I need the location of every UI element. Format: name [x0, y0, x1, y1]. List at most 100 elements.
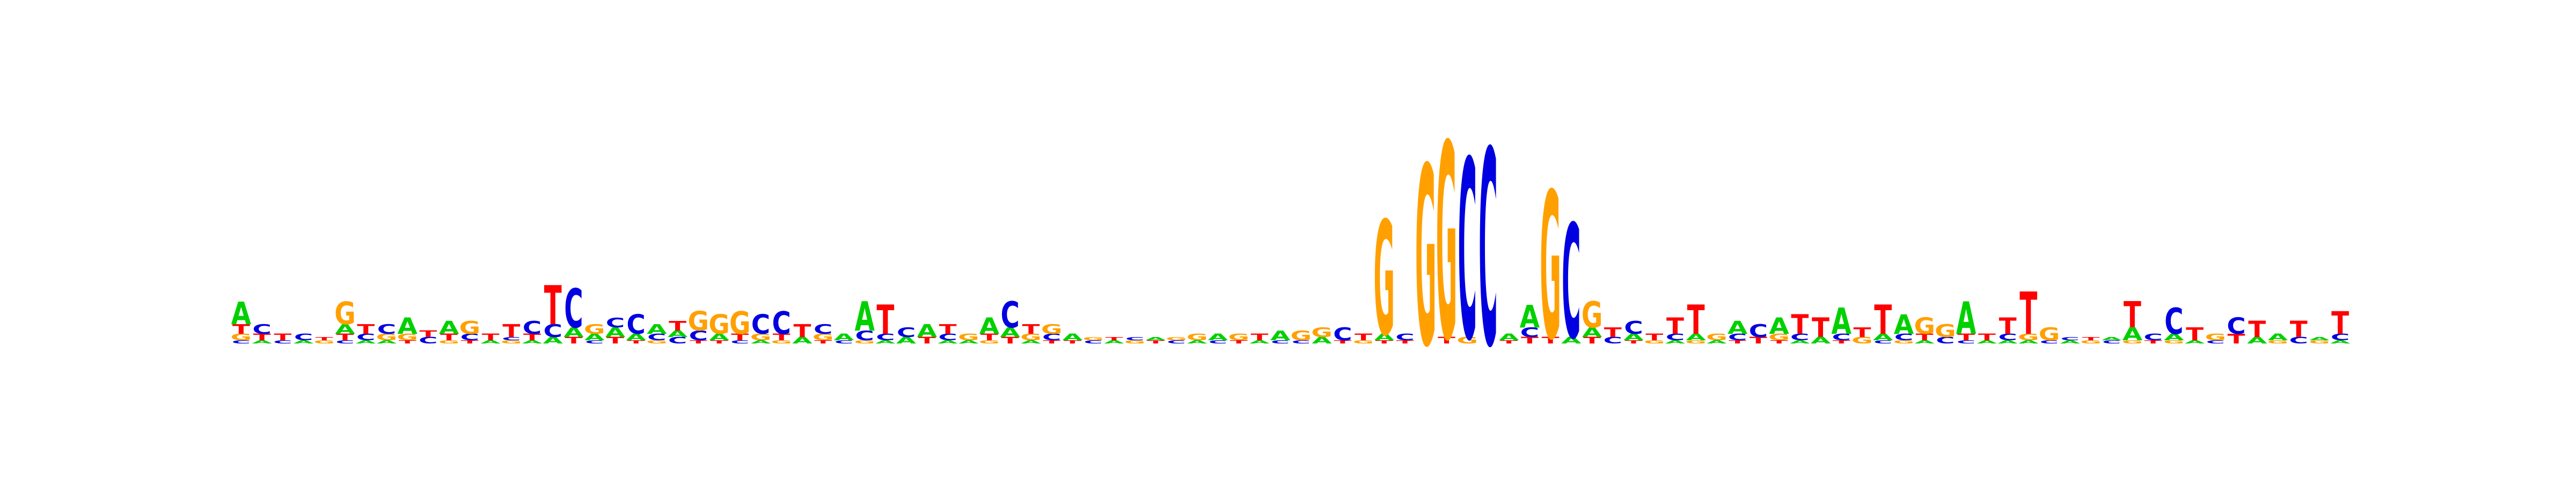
- logo-position-77: AT: [1811, 312, 1831, 346]
- logo-letter-g: G: [1291, 328, 1312, 343]
- logo-letter-a: A: [2060, 340, 2081, 345]
- logo-letter-a: A: [294, 340, 314, 345]
- logo-letter-t: T: [1583, 335, 1601, 346]
- logo-letter-a: A: [1063, 332, 1082, 342]
- logo-letter-a: A: [1914, 340, 1935, 345]
- logo-letter-a: A: [1707, 340, 1727, 345]
- logo-letter-a: A: [439, 317, 459, 338]
- logo-letter-c: C: [1790, 332, 1809, 342]
- logo-letter-a: A: [958, 340, 979, 345]
- logo-letter-t: T: [1604, 325, 1622, 340]
- logo-letter-t: T: [1729, 340, 1746, 345]
- logo-letter-t: T: [793, 320, 811, 341]
- logo-letter-a: A: [1499, 332, 1519, 342]
- logo-letter-a: A: [1561, 335, 1581, 346]
- logo-position-64: TG: [1540, 151, 1561, 385]
- logo-position-65: AC: [1561, 193, 1581, 375]
- logo-position-80: CAT: [1873, 296, 1893, 345]
- logo-position-25: CTG: [729, 305, 751, 345]
- logo-letter-g: G: [1082, 336, 1104, 342]
- logo-letter-t: T: [1396, 340, 1414, 345]
- logo-position-92: GAT: [2122, 294, 2143, 345]
- logo-letter-t: T: [1978, 332, 1996, 342]
- logo-letter-g: G: [1415, 115, 1437, 401]
- logo-position-27: GTC: [771, 305, 792, 345]
- logo-letter-t: T: [1375, 340, 1393, 345]
- logo-letter-a: A: [1520, 298, 1540, 335]
- logo-letter-a: A: [1000, 325, 1021, 340]
- logo-letter-c: C: [1042, 332, 1061, 342]
- logo-letter-g: G: [501, 340, 522, 345]
- logo-position-54: TC: [1333, 324, 1352, 345]
- logo-letter-a: A: [2268, 332, 2288, 342]
- logo-letter-c: C: [564, 277, 583, 340]
- logo-position-68: TAC: [1623, 317, 1643, 345]
- logo-position-37: GTA: [979, 313, 1000, 345]
- logo-letter-g: G: [771, 340, 792, 345]
- logo-letter-c: C: [419, 335, 437, 346]
- logo-position-28: AT: [792, 320, 812, 346]
- logo-letter-a: A: [1956, 293, 1977, 345]
- logo-letter-t: T: [2248, 316, 2266, 342]
- logo-letter-g: G: [750, 332, 772, 342]
- logo-letter-g: G: [688, 305, 709, 337]
- logo-letter-t: T: [274, 332, 291, 342]
- logo-letter-g: G: [1124, 340, 1146, 345]
- logo-letter-g: G: [334, 295, 356, 332]
- logo-position-89: AC: [2060, 336, 2081, 345]
- logo-letter-g: G: [438, 340, 460, 345]
- logo-letter-t: T: [482, 332, 500, 342]
- logo-letter-c: C: [938, 332, 957, 342]
- logo-letter-t: T: [1043, 340, 1060, 345]
- logo-letter-g: G: [2205, 332, 2226, 342]
- logo-letter-c: C: [1209, 340, 1227, 345]
- logo-letter-t: T: [419, 328, 437, 339]
- logo-position-99: GA: [2267, 332, 2289, 345]
- logo-position-70: ACT: [1665, 313, 1686, 345]
- logo-letter-g: G: [1436, 87, 1458, 400]
- logo-letter-a: A: [564, 325, 584, 340]
- logo-letter-t: T: [2186, 324, 2204, 345]
- logo-letter-g: G: [376, 332, 398, 342]
- logo-position-2: ATC: [252, 321, 272, 345]
- logo-letter-g: G: [1373, 189, 1395, 371]
- logo-letter-a: A: [2247, 335, 2267, 346]
- logo-letter-t: T: [1334, 340, 1351, 345]
- logo-position-98: AT: [2247, 316, 2267, 346]
- logo-letter-t: T: [1542, 335, 1560, 346]
- logo-letter-c: C: [814, 321, 832, 337]
- logo-letter-t: T: [440, 332, 458, 342]
- logo-letter-a: A: [1665, 340, 1686, 345]
- logo-position-75: TGA: [1768, 313, 1790, 345]
- logo-letter-a: A: [979, 313, 999, 339]
- logo-letter-a: A: [1582, 325, 1602, 340]
- logo-letter-g: G: [313, 340, 335, 345]
- logo-letter-c: C: [730, 340, 749, 345]
- logo-letter-c: C: [1936, 335, 1955, 346]
- logo-letter-c: C: [273, 340, 292, 345]
- logo-position-78: TCA: [1832, 301, 1851, 345]
- logo-letter-a: A: [1208, 332, 1228, 342]
- logo-position-93: TC: [2143, 332, 2162, 345]
- logo-letter-c: C: [1520, 325, 1539, 340]
- logo-letter-t: T: [232, 321, 251, 337]
- logo-position-88: CG: [2039, 324, 2060, 345]
- logo-position-72: AG: [1706, 332, 1728, 345]
- logo-letter-c: C: [1894, 332, 1913, 342]
- logo-letter-c: C: [1874, 340, 1892, 345]
- logo-letter-t: T: [711, 340, 728, 345]
- logo-letter-t: T: [357, 321, 375, 337]
- logo-letter-a: A: [1873, 332, 1893, 342]
- logo-letter-g: G: [1228, 332, 1249, 342]
- logo-letter-a: A: [1623, 332, 1643, 342]
- logo-letter-c: C: [1333, 324, 1352, 345]
- logo-position-62: TA: [1499, 332, 1519, 345]
- logo-letter-a: A: [2102, 336, 2122, 342]
- logo-letter-t: T: [1064, 340, 1081, 345]
- logo-letter-t: T: [1874, 296, 1892, 343]
- logo-letter-c: C: [1749, 320, 1768, 341]
- logo-letter-c: C: [2164, 301, 2183, 342]
- logo-letter-a: A: [2123, 324, 2142, 345]
- logo-position-17: TAC: [564, 277, 584, 346]
